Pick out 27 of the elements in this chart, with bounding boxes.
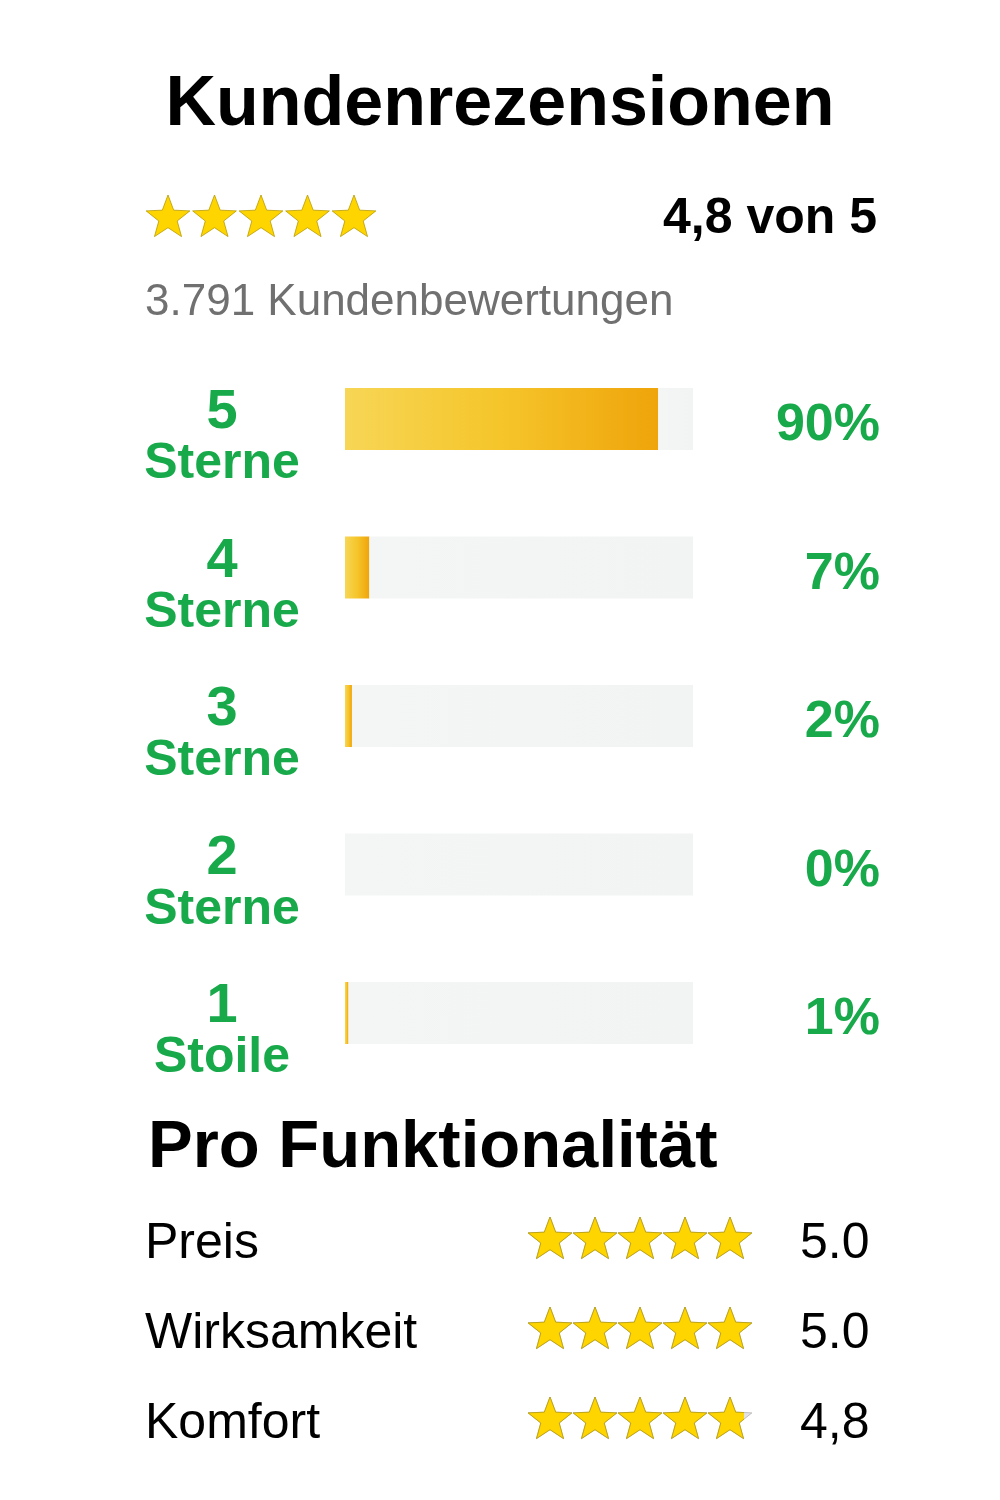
bar — [351, 685, 693, 747]
bar — [658, 388, 693, 450]
category-label: Wirksamkeit — [145, 1303, 418, 1359]
bar — [345, 685, 352, 747]
chart-title: Kundenrezensionen — [165, 62, 835, 140]
bar — [348, 982, 693, 1044]
y-tick-label: 3 Sterne — [144, 674, 300, 786]
bar — [345, 388, 659, 450]
data-label: 4,8 — [800, 1393, 870, 1449]
text: Pro Funktionalität — [148, 1106, 718, 1181]
category-label: Komfort — [145, 1393, 321, 1449]
category-label: Preis — [145, 1213, 259, 1269]
data-label: 7% — [804, 541, 880, 600]
text: 4,8 von 5 — [663, 188, 877, 244]
text: 3.791 Kundenbewertungen — [145, 275, 674, 324]
data-label: 2% — [804, 690, 880, 748]
y-tick-label: 4 Sterne — [144, 525, 300, 638]
data-label: 5.0 — [800, 1213, 870, 1269]
data-label: 1% — [804, 987, 880, 1045]
data-label: 90% — [775, 393, 880, 451]
data-label: 5.0 — [800, 1303, 870, 1359]
bar — [369, 536, 693, 599]
y-tick-label: 5 Sterne — [144, 377, 300, 489]
y-tick-label: 1 Stoile — [153, 971, 291, 1083]
data-label: 0% — [804, 838, 880, 897]
bar — [345, 536, 370, 599]
y-tick-label: 2 Sterne — [144, 822, 300, 935]
